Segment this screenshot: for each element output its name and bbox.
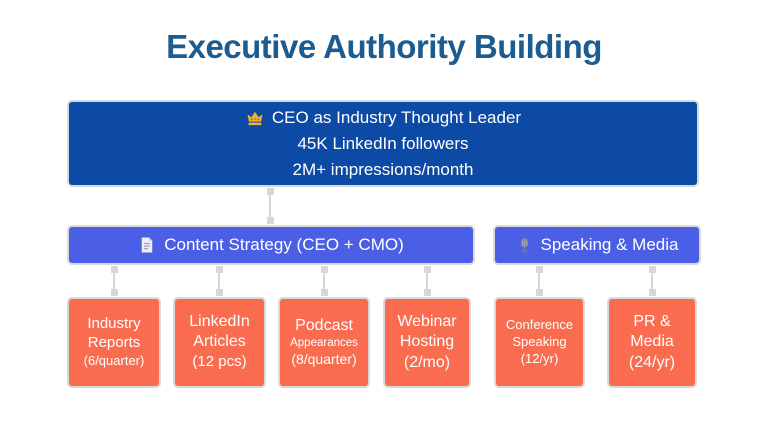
connector-to-podcast-appearances <box>320 266 328 296</box>
root-title-text: CEO as Industry Thought Leader <box>271 107 522 127</box>
leaf-node-pr-media: PR & Media (24/yr) <box>607 297 697 388</box>
root-node-ceo-thought-leader: CEO as Industry Thought Leader 45K Linke… <box>67 100 699 187</box>
leaf-line: Webinar <box>397 312 457 330</box>
leaf-node-linkedin-articles: LinkedIn Articles (12 pcs) <box>173 297 266 388</box>
leaf-node-conference-speaking: Conference Speaking (12/yr) <box>494 297 585 388</box>
leaf-metric: (2/mo) <box>403 353 451 371</box>
leaf-metric: (12 pcs) <box>192 353 247 371</box>
leaf-line: Hosting <box>399 332 455 350</box>
leaf-metric: (12/yr) <box>520 350 559 366</box>
root-line-2: 45K LinkedIn followers <box>297 133 469 153</box>
leaf-metric: (8/quarter) <box>291 351 357 368</box>
branch-label: Speaking & Media <box>540 235 679 254</box>
leaf-line: Podcast <box>295 316 353 334</box>
leaf-line: PR & <box>633 312 671 330</box>
leaf-line: Speaking <box>512 333 567 349</box>
leaf-line: Conference <box>505 317 574 333</box>
branch-node-speaking-media: Speaking & Media <box>493 225 701 265</box>
leaf-node-podcast-appearances: Podcast Appearances (8/quarter) <box>278 297 370 388</box>
root-line-3: 2M+ impressions/month <box>292 159 474 179</box>
leaf-metric: (6/quarter) <box>83 353 145 369</box>
connector-root-to-content-strategy <box>266 188 274 224</box>
microphone-icon <box>516 237 533 254</box>
leaf-line: Media <box>630 332 674 350</box>
leaf-line: Articles <box>193 333 246 351</box>
leaf-line: LinkedIn <box>189 313 250 331</box>
branch-node-content-strategy: Content Strategy (CEO + CMO) <box>67 225 475 265</box>
connector-to-industry-reports <box>110 266 118 296</box>
connector-to-webinar-hosting <box>423 266 431 296</box>
branch-label: Content Strategy (CEO + CMO) <box>164 235 404 254</box>
connector-to-pr-media <box>648 266 656 296</box>
connector-to-conference-speaking <box>535 266 543 296</box>
root-line-1: CEO as Industry Thought Leader <box>245 105 521 131</box>
leaf-line: Reports <box>87 333 141 351</box>
leaf-node-industry-reports: Industry Reports (6/quarter) <box>67 297 161 388</box>
leaf-line: Appearances <box>290 336 358 349</box>
document-icon <box>138 236 156 254</box>
leaf-node-webinar-hosting: Webinar Hosting (2/mo) <box>383 297 471 388</box>
page-title: Executive Authority Building <box>166 28 602 65</box>
crown-icon <box>245 108 265 128</box>
leaf-metric: (24/yr) <box>628 353 676 371</box>
leaf-line: Industry <box>87 314 141 332</box>
connector-to-linkedin-articles <box>215 266 223 296</box>
